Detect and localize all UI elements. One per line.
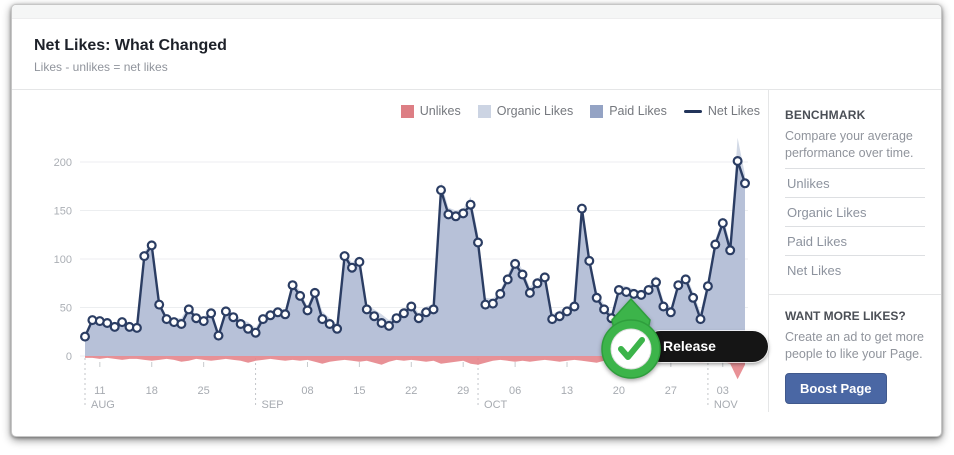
svg-text:150: 150 bbox=[54, 206, 72, 218]
benchmark-sidebar: BENCHMARK Compare your average performan… bbox=[768, 90, 941, 412]
svg-text:50: 50 bbox=[60, 303, 72, 315]
promo-section: WANT MORE LIKES? Create an ad to get mor… bbox=[785, 295, 925, 404]
organic-likes-swatch-icon bbox=[477, 104, 491, 118]
page-title: Net Likes: What Changed bbox=[34, 37, 227, 54]
svg-text:OCT: OCT bbox=[484, 399, 508, 411]
legend-item-paid-likes: Paid Likes bbox=[590, 104, 667, 118]
svg-text:27: 27 bbox=[665, 385, 677, 397]
check-icon bbox=[618, 337, 645, 360]
promo-description: Create an ad to get more people to like … bbox=[785, 329, 924, 361]
boost-page-button[interactable]: Boost Page bbox=[785, 372, 887, 404]
legend-item-net-likes: Net Likes bbox=[683, 104, 760, 118]
benchmark-title: BENCHMARK bbox=[785, 108, 866, 122]
legend-label: Net Likes bbox=[707, 104, 760, 118]
svg-text:06: 06 bbox=[509, 385, 521, 397]
svg-text:AUG: AUG bbox=[91, 399, 115, 411]
net-likes-line-swatch-icon bbox=[683, 109, 702, 113]
net-likes-chart: 0 50 100 150 200 AUG SEP OCT NOV 11 18 25 08 15 22 29 06… bbox=[54, 137, 750, 411]
svg-text:SEP: SEP bbox=[262, 399, 284, 411]
promo-title: WANT MORE LIKES? bbox=[785, 308, 906, 323]
svg-text:NOV: NOV bbox=[714, 399, 739, 411]
svg-text:03: 03 bbox=[717, 385, 729, 397]
paid-likes-swatch-icon bbox=[590, 104, 604, 118]
chart-legend: Unlikes Organic Likes Paid Likes Net Lik… bbox=[400, 104, 760, 118]
legend-item-organic-likes: Organic Likes bbox=[477, 104, 574, 118]
unlikes-swatch-icon bbox=[400, 104, 414, 118]
svg-text:200: 200 bbox=[54, 157, 72, 169]
svg-text:18: 18 bbox=[146, 385, 158, 397]
release-date-tooltip: Release Date bbox=[645, 331, 768, 385]
chart-area: Unlikes Organic Likes Paid Likes Net Lik… bbox=[12, 90, 768, 412]
legend-label: Unlikes bbox=[419, 104, 461, 118]
release-date-pin-marker[interactable] bbox=[593, 298, 669, 380]
svg-text:11: 11 bbox=[94, 385, 105, 397]
legend-label: Paid Likes bbox=[609, 104, 667, 118]
svg-text:29: 29 bbox=[457, 385, 469, 397]
sidebar-divider bbox=[769, 293, 941, 295]
svg-text:0: 0 bbox=[66, 351, 72, 363]
panel-content: Unlikes Organic Likes Paid Likes Net Lik… bbox=[12, 90, 941, 412]
benchmark-link-net-likes[interactable]: Net Likes bbox=[785, 254, 925, 284]
page-subtitle: Likes - unlikes = net likes bbox=[34, 60, 168, 74]
window-top-strip bbox=[12, 5, 941, 19]
svg-text:13: 13 bbox=[561, 385, 573, 397]
benchmark-link-organic-likes[interactable]: Organic Likes bbox=[785, 196, 925, 226]
svg-text:08: 08 bbox=[301, 385, 313, 397]
svg-text:100: 100 bbox=[54, 254, 72, 266]
legend-item-unlikes: Unlikes bbox=[400, 104, 461, 118]
svg-text:20: 20 bbox=[613, 385, 625, 397]
benchmark-description: Compare your average performance over ti… bbox=[785, 129, 914, 160]
svg-text:25: 25 bbox=[198, 385, 210, 397]
legend-label: Organic Likes bbox=[496, 104, 574, 118]
benchmark-link-paid-likes[interactable]: Paid Likes bbox=[785, 225, 925, 255]
benchmark-link-list: Unlikes Organic Likes Paid Likes Net Lik… bbox=[785, 167, 925, 284]
panel-header: Net Likes: What Changed Likes - unlikes … bbox=[12, 19, 941, 90]
insights-panel: Net Likes: What Changed Likes - unlikes … bbox=[11, 4, 942, 437]
benchmark-link-unlikes[interactable]: Unlikes bbox=[785, 167, 925, 197]
svg-text:15: 15 bbox=[353, 385, 365, 397]
svg-text:22: 22 bbox=[405, 385, 417, 397]
